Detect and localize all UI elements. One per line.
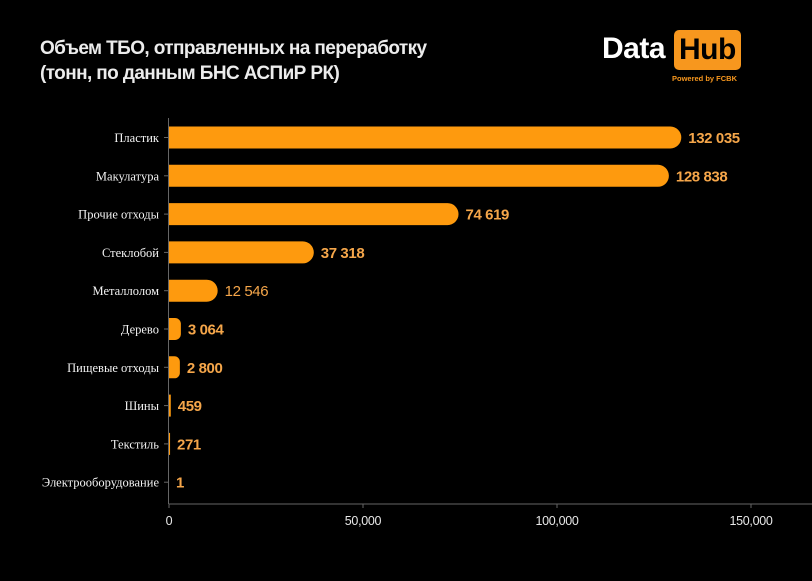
chart-title-line1: Объем ТБО, отправленных на переработку [40,38,427,59]
chart-title-line2: (тонн, по данным БНС АСПиР РК) [40,63,340,84]
category-label: Прочие отходы [78,208,159,222]
category-label: Дерево [121,323,159,337]
category-label: Пищевые отходы [67,361,159,375]
bar [169,356,180,379]
x-tick-label: 150,000 [729,514,772,528]
bars-group: 132 035 128 838 74 619 37 318 12 546 3 064 2 8… [169,126,740,492]
category-label: Металлолом [93,284,160,298]
bar [169,126,682,149]
chart-title: Объем ТБО, отправленных на переработку (… [40,36,427,86]
data-label: 12 546 [225,283,269,300]
axes-group: Пластик Макулатура Прочие отходы Стеклобой М… [42,118,812,528]
x-tick-label: 100,000 [535,514,578,528]
logo-word-data: Data [602,32,666,65]
x-tick-label: 0 [166,514,173,528]
x-tick-label: 50,000 [345,514,382,528]
data-label: 1 [176,475,184,492]
bar [169,241,314,264]
data-label: 459 [178,398,202,415]
data-label: 37 318 [321,245,365,262]
bar [169,432,171,455]
logo-tagline: Powered by FCBK [672,74,738,83]
category-label: Пластик [114,131,160,145]
category-label: Текстиль [111,437,159,451]
category-label: Стеклобой [102,246,159,260]
bar [169,203,459,226]
data-label: 271 [177,436,201,453]
logo-word-hub: Hub [674,30,741,70]
category-label: Электрооборудование [42,476,160,490]
data-label: 132 035 [688,130,739,147]
category-label: Шины [125,399,160,413]
bar [169,279,218,302]
data-label: 2 800 [187,360,223,377]
bar [169,394,171,417]
category-label: Макулатура [96,169,160,183]
data-label: 128 838 [676,168,727,185]
data-label: 74 619 [466,207,510,224]
bar [169,318,181,340]
data-label: 3 064 [188,322,225,339]
bar [169,164,669,187]
